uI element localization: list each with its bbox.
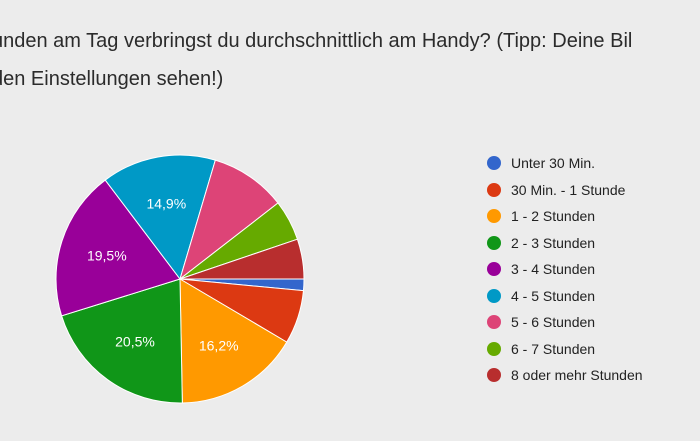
question-line-1: unden am Tag verbringst du durchschnittl… xyxy=(0,30,633,52)
pie-data-label: 20,5% xyxy=(115,333,155,349)
legend-label: 1 - 2 Stunden xyxy=(511,208,596,225)
legend-swatch xyxy=(487,341,501,356)
legend-swatch xyxy=(487,288,501,303)
legend-label: 2 - 3 Stunden xyxy=(511,234,596,251)
legend-swatch xyxy=(487,235,501,250)
question-line-2: den Einstellungen sehen!) xyxy=(0,68,224,90)
pie-slice-3 xyxy=(179,278,288,404)
pie-slice-9 xyxy=(179,238,305,280)
legend-label: 6 - 7 Stunden xyxy=(511,340,596,357)
pie-data-label: 14,9% xyxy=(146,195,186,211)
pie-slice-5 xyxy=(55,179,181,317)
legend-swatch xyxy=(487,182,501,197)
legend-item: 30 Min. - 1 Stunde xyxy=(487,177,643,204)
legend-swatch xyxy=(487,156,501,171)
chart-legend: Unter 30 Min. 30 Min. - 1 Stunde 1 - 2 Stu… xyxy=(487,150,643,389)
legend-swatch xyxy=(487,368,501,383)
legend-item: 4 - 5 Stunden xyxy=(487,283,643,310)
legend-item: 2 - 3 Stunden xyxy=(487,230,643,257)
legend-item: 8 oder mehr Stunden xyxy=(487,362,643,389)
legend-swatch xyxy=(487,315,501,330)
legend-label: 30 Min. - 1 Stunde xyxy=(511,181,626,198)
pie-data-label: 16,2% xyxy=(199,337,239,353)
legend-item: Unter 30 Min. xyxy=(487,150,643,177)
pie-slice-7 xyxy=(179,159,279,281)
legend-label: 3 - 4 Stunden xyxy=(511,261,596,278)
legend-label: 4 - 5 Stunden xyxy=(511,287,596,304)
legend-item: 3 - 4 Stunden xyxy=(487,256,643,283)
legend-swatch xyxy=(487,209,501,224)
legend-swatch xyxy=(487,262,501,277)
legend-label: 8 oder mehr Stunden xyxy=(511,367,643,384)
question-title: unden am Tag verbringst du durchschnittl… xyxy=(0,22,700,98)
pie-slice-4 xyxy=(60,278,183,404)
legend-item: 5 - 6 Stunden xyxy=(487,309,643,336)
legend-label: 5 - 6 Stunden xyxy=(511,314,596,331)
pie-slice-6 xyxy=(104,154,216,281)
pie-data-label: 19,5% xyxy=(87,247,127,263)
legend-label: Unter 30 Min. xyxy=(511,155,596,172)
legend-item: 1 - 2 Stunden xyxy=(487,203,643,230)
legend-item: 6 - 7 Stunden xyxy=(487,336,643,363)
